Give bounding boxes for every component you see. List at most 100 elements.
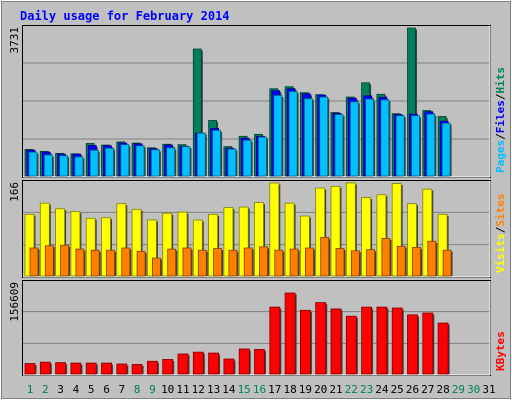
x-tick-label-18: 18 [283, 383, 296, 396]
x-tick-label-16: 16 [253, 383, 266, 396]
x-tick-label-9: 9 [149, 383, 156, 396]
pages-bar [334, 114, 344, 177]
sites-bar [366, 249, 376, 277]
kbytes-bar [146, 360, 158, 375]
kbytes-bar [238, 348, 250, 375]
legend-visits-sites: Visits/Sites [494, 194, 507, 274]
x-tick-label-27: 27 [421, 383, 434, 396]
kbytes-bar [162, 359, 174, 375]
sites-bar [350, 250, 360, 277]
visits-bar [254, 202, 264, 277]
visits-bar [85, 217, 96, 277]
visits-bar [55, 208, 65, 277]
sites-bar [106, 249, 115, 277]
visits-bar [177, 211, 188, 277]
legend-visits: Visits [494, 233, 507, 273]
x-tick-label-21: 21 [329, 383, 342, 396]
kbytes-bar [437, 322, 449, 375]
visits-bar [238, 206, 249, 277]
x-tick-label-12: 12 [192, 383, 205, 396]
legend-hits-files-pages: Pages/Files/Hits [494, 67, 507, 173]
sites-bar [151, 257, 161, 277]
sites-bar [427, 240, 437, 277]
visits-bar [376, 194, 387, 277]
sites-bar [228, 249, 238, 277]
x-tick-label-17: 17 [268, 383, 281, 396]
visits-bar [208, 213, 219, 277]
sites-bar [136, 250, 146, 277]
x-tick-label-8: 8 [134, 383, 141, 396]
x-tick-label-1: 1 [27, 383, 34, 396]
pages-bar [212, 129, 222, 177]
legend-kbytes: KBytes [494, 331, 507, 371]
visits-bar [361, 197, 372, 277]
pages-bar [303, 98, 313, 177]
sites-bar [442, 249, 452, 277]
pages-bar [120, 144, 130, 177]
pages-bar [242, 139, 252, 177]
x-tick-label-24: 24 [375, 383, 389, 396]
kbytes-bar [284, 292, 296, 375]
visits-bar [192, 219, 203, 277]
legend-files: Files [494, 100, 507, 133]
visits-bar [391, 183, 402, 277]
x-tick-label-26: 26 [406, 383, 419, 396]
pages-bar [166, 147, 176, 177]
kbytes-bar [208, 352, 220, 375]
legend-hits: Hits [494, 67, 507, 94]
x-tick-label-10: 10 [161, 383, 174, 396]
sites-bar [335, 248, 345, 277]
pages-bar [288, 91, 298, 177]
visits-bar [116, 203, 127, 277]
sites-bar [182, 247, 192, 277]
x-tick-label-28: 28 [436, 383, 449, 396]
kbytes-bar [85, 362, 97, 375]
pages-bar [441, 122, 451, 177]
visits-bar [146, 219, 157, 277]
pages-bar [426, 113, 436, 177]
visits-bar [162, 212, 173, 277]
pages-bar [227, 148, 237, 177]
chart-title: Daily usage for February 2014 [20, 9, 230, 23]
kbytes-bar [101, 362, 112, 375]
x-tick-label-20: 20 [314, 383, 327, 396]
kbytes-bar [269, 306, 281, 375]
sites-bar [320, 236, 330, 277]
kbytes-bar [223, 358, 235, 375]
legend-separator: / [494, 93, 507, 100]
y-max-label-kbytes: 156609 [8, 282, 21, 322]
sites-bar [289, 248, 299, 277]
sites-bar [75, 248, 85, 277]
sites-bar [90, 249, 100, 277]
x-tick-label-5: 5 [88, 383, 95, 396]
kbytes-bar [376, 306, 388, 375]
pages-bar [380, 99, 390, 177]
x-tick-label-22: 22 [345, 383, 358, 396]
visits-bar [422, 188, 433, 277]
x-tick-label-6: 6 [103, 383, 110, 396]
sites-bar [213, 248, 223, 277]
sites-bar [274, 249, 284, 277]
visits-bar [407, 203, 417, 277]
pages-bar [196, 132, 206, 177]
legend-kbytes: KBytes [494, 331, 507, 371]
kbytes-bar [330, 308, 342, 375]
kbytes-bar [192, 351, 204, 375]
sites-bar [167, 248, 177, 277]
pages-bar [411, 115, 420, 177]
pages-bar [43, 154, 53, 177]
kbytes-bar [24, 363, 36, 375]
kbytes-bar [254, 349, 265, 375]
visits-bar [39, 202, 50, 277]
pages-bar [89, 149, 99, 177]
kbytes-bar [391, 307, 403, 375]
x-tick-label-14: 14 [222, 383, 236, 396]
pages-bar [28, 151, 38, 177]
sites-bar [197, 249, 207, 277]
x-tick-label-13: 13 [207, 383, 220, 396]
pages-bar [258, 136, 267, 177]
kbytes-bar [315, 302, 327, 375]
